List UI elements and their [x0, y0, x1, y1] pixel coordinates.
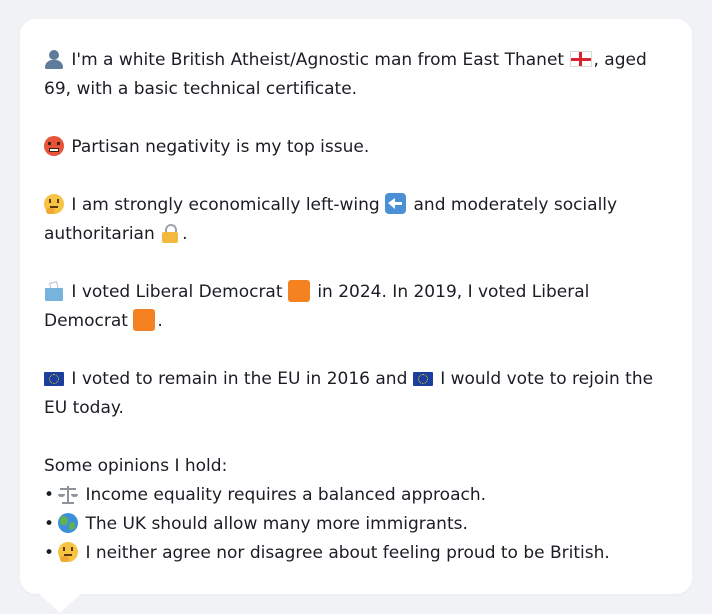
globe-icon	[58, 513, 79, 533]
speech-bubble-pointer	[38, 593, 82, 613]
economic-text-2: and moderately socially authoritarian	[44, 195, 618, 244]
orange-square-icon	[287, 280, 310, 302]
person-icon	[44, 49, 64, 69]
bullet: •	[44, 514, 55, 534]
opinion-text: The UK should allow many more immigrants…	[85, 514, 468, 534]
top-issue-line: Partisan negativity is my top issue.	[44, 133, 668, 162]
profile-card: I'm a white British Atheist/Agnostic man…	[20, 19, 692, 594]
eu-flag-icon	[412, 372, 433, 386]
opinions-heading: Some opinions I hold:	[44, 456, 228, 476]
lock-icon	[160, 223, 180, 243]
bullet: •	[44, 543, 55, 563]
intro-text-1: I'm a white British Atheist/Agnostic man…	[71, 50, 565, 70]
thinking-face-icon	[58, 542, 79, 562]
eu-text-2: I would vote to rejoin the EU today.	[44, 369, 654, 418]
intro-text-2: , aged 69, with a basic technical certif…	[44, 50, 647, 99]
voting-history-line: I voted Liberal Democrat in 2024. In 201…	[44, 278, 668, 336]
england-flag-icon	[569, 51, 592, 67]
eu-text-1: I voted to remain in the EU in 2016 and	[71, 369, 408, 389]
economic-period: .	[182, 224, 188, 244]
opinion-item: • I neither agree nor disagree about fee…	[44, 539, 668, 568]
eu-referendum-line: I voted to remain in the EU in 2016 and …	[44, 365, 668, 423]
left-arrow-icon	[385, 193, 407, 214]
ballot-box-icon	[44, 281, 64, 301]
scales-icon	[58, 484, 79, 504]
opinion-text: I neither agree nor disagree about feeli…	[85, 543, 610, 563]
angry-face-icon	[44, 136, 64, 156]
vote-period: .	[157, 311, 163, 331]
opinion-item: • The UK should allow many more immigran…	[44, 510, 668, 539]
orange-square-icon	[133, 309, 156, 331]
eu-flag-icon	[44, 372, 64, 386]
thinking-face-icon	[44, 194, 64, 214]
economic-text-1: I am strongly economically left-wing	[71, 195, 380, 215]
opinion-item: • Income equality requires a balanced ap…	[44, 481, 668, 510]
vote-text-2: in 2024. In 2019, I voted Liberal Democr…	[44, 282, 590, 331]
top-issue-text: Partisan negativity is my top issue.	[71, 137, 370, 157]
political-compass-line: I am strongly economically left-wing and…	[44, 191, 668, 249]
intro-line: I'm a white British Atheist/Agnostic man…	[44, 46, 668, 104]
bullet: •	[44, 485, 55, 505]
opinion-text: Income equality requires a balanced appr…	[85, 485, 487, 505]
vote-text-1: I voted Liberal Democrat	[71, 282, 283, 302]
